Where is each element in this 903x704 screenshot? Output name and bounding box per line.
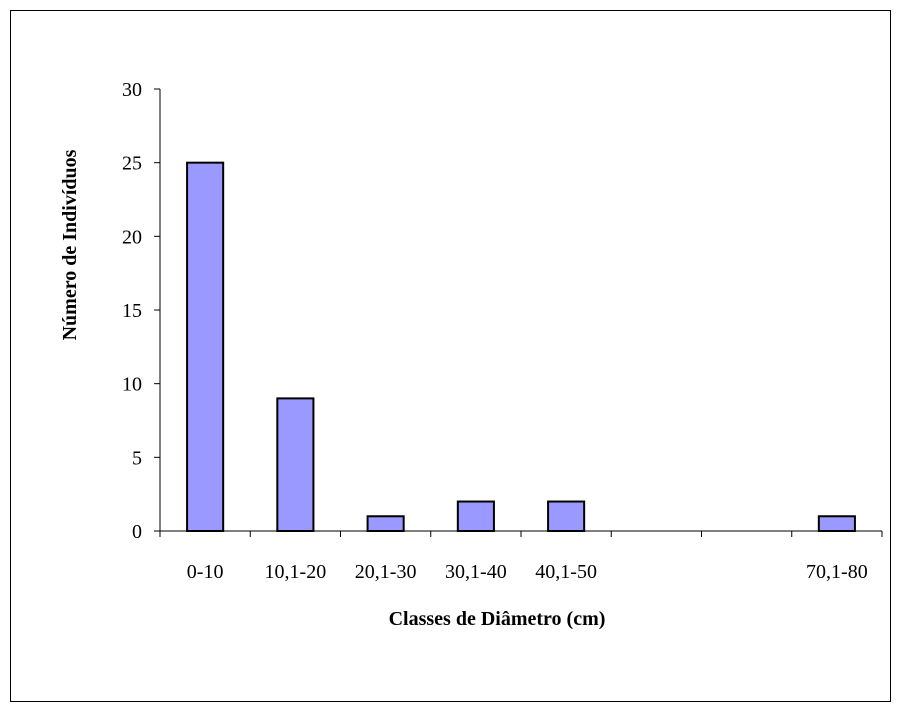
y-tick-label: 10 [122,374,142,396]
bar-0-10 [186,161,225,533]
y-tick-labels: 0 5 10 15 20 25 30 [122,79,142,543]
bar-40,1-50 [547,500,586,532]
bar-30,1-40 [456,500,495,532]
x-tick-labels: 0-10 10,1-20 20,1-30 30,1-40 40,1-50 70,1-80 [187,561,868,583]
y-tick-label: 0 [132,521,142,543]
y-axis-label: Número de Indivíduos [59,149,81,340]
y-tick-label: 30 [122,79,142,101]
y-tick-label: 15 [122,300,142,322]
y-tick-label: 20 [122,226,142,248]
y-tick-label: 5 [132,447,142,469]
x-tick-label: 20,1-30 [355,561,417,583]
y-tick-label: 25 [122,153,142,175]
axes [154,88,883,537]
chart-frame [10,10,891,702]
bar-20,1-30 [366,515,405,532]
x-tick-label: 40,1-50 [535,561,597,583]
x-tick-label: 10,1-20 [265,561,327,583]
x-tick-label: 30,1-40 [445,561,507,583]
x-axis-label: Classes de Diâmetro (cm) [389,608,606,630]
bars [186,161,856,533]
bar-70,1-80 [817,515,856,532]
x-tick-label: 0-10 [187,561,224,583]
x-tick-label: 70,1-80 [806,561,868,583]
bar-10,1-20 [276,397,315,532]
